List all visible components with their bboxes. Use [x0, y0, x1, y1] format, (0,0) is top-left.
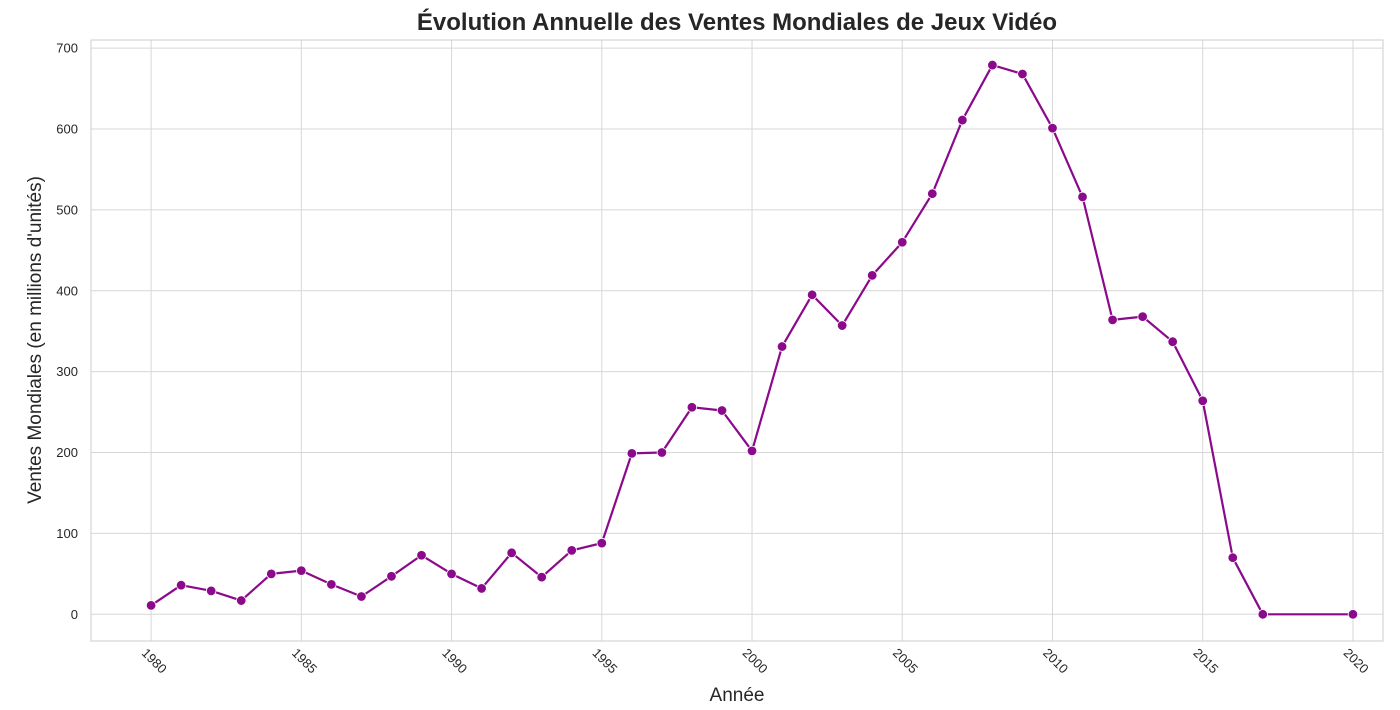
data-point: [957, 114, 968, 126]
data-point: [836, 320, 848, 331]
data-point: [175, 579, 187, 591]
y-axis-label: Ventes Mondiales (en millions d'unités): [25, 176, 46, 504]
y-tick-label: 500: [56, 202, 78, 217]
data-point: [1227, 552, 1238, 563]
data-point: [1257, 609, 1269, 620]
chart-title: Évolution Annuelle des Ventes Mondiales …: [417, 8, 1057, 36]
y-tick-label: 600: [56, 121, 78, 136]
data-point: [326, 579, 337, 590]
x-tick-label: 1985: [289, 645, 320, 676]
data-point: [296, 565, 307, 576]
x-tick-label: 2000: [740, 645, 771, 676]
data-point: [656, 447, 668, 458]
y-tick-label: 200: [56, 445, 78, 460]
data-point: [1347, 609, 1359, 620]
data-point: [686, 402, 698, 413]
x-axis-label: Année: [710, 685, 765, 706]
data-point: [987, 59, 998, 71]
data-point: [716, 405, 728, 416]
data-point: [897, 237, 908, 248]
x-tick-label: 1995: [589, 645, 620, 676]
data-point: [596, 537, 607, 549]
data-point: [1047, 122, 1058, 134]
data-point: [446, 568, 457, 580]
data-point: [1137, 311, 1148, 322]
data-point: [1077, 191, 1088, 203]
data-point: [566, 545, 577, 556]
plot-frame: [90, 39, 1384, 642]
data-point: [1167, 336, 1178, 347]
x-tick-label: 2005: [890, 645, 921, 676]
data-point: [536, 571, 547, 583]
x-tick-labels: 1980 1985 1990 1995 2000 2005 2010 2015 2020: [139, 645, 1372, 676]
data-points: [145, 59, 1359, 620]
data-point: [266, 568, 277, 580]
data-point: [927, 188, 938, 199]
data-point: [1017, 68, 1028, 80]
x-tick-label: 2015: [1190, 645, 1221, 676]
x-tick-label: 1980: [139, 645, 170, 676]
y-tick-label: 100: [56, 526, 78, 541]
data-point: [1197, 395, 1208, 406]
y-tick-label: 700: [56, 41, 78, 56]
y-tick-label: 0: [71, 607, 78, 622]
data-point: [1107, 314, 1118, 326]
data-point: [746, 445, 758, 457]
data-point: [386, 571, 397, 582]
data-point: [356, 591, 367, 602]
x-tick-label: 1990: [439, 645, 470, 676]
data-point: [867, 270, 878, 281]
data-point: [476, 583, 487, 594]
data-point: [236, 595, 247, 606]
grid: [91, 40, 1383, 641]
y-tick-label: 300: [56, 364, 78, 379]
data-point: [416, 550, 427, 561]
data-point: [806, 289, 818, 301]
data-point: [776, 341, 788, 352]
y-tick-labels: 0 100 200 300 400 500 600 700: [56, 41, 78, 622]
x-tick-label: 2020: [1341, 645, 1372, 676]
data-point: [506, 547, 517, 559]
y-tick-label: 400: [56, 283, 78, 298]
data-point: [205, 585, 217, 597]
data-point: [145, 600, 157, 611]
data-point: [626, 448, 638, 459]
x-tick-label: 2010: [1040, 645, 1071, 676]
